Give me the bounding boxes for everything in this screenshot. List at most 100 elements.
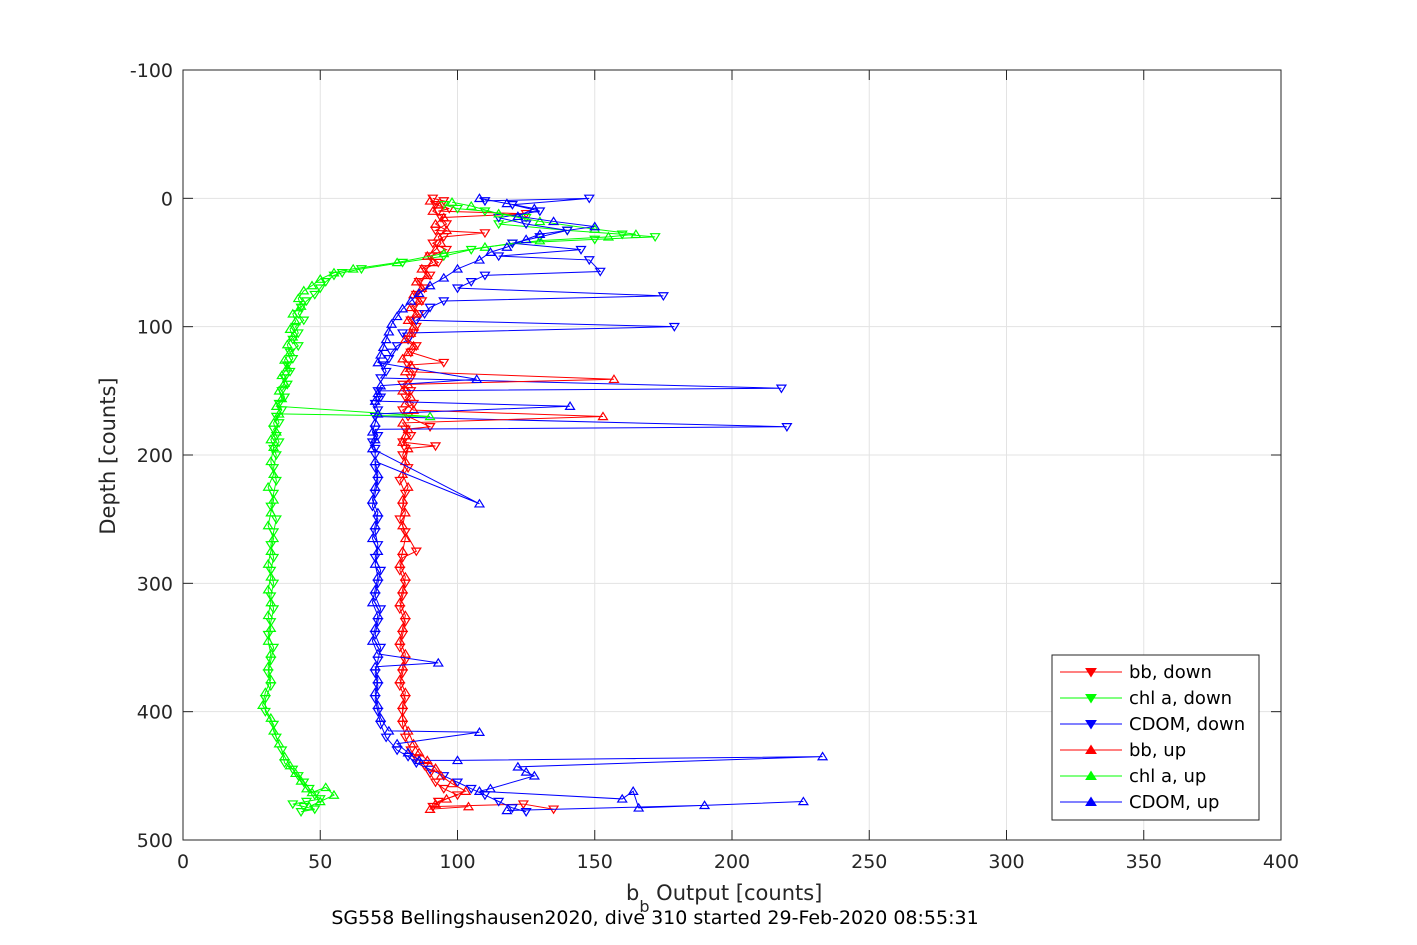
data-point: [589, 235, 601, 245]
data-point: [528, 770, 540, 780]
series-line: [371, 197, 787, 813]
data-point: [479, 271, 491, 281]
legend-box: [1051, 654, 1260, 821]
data-point: [416, 297, 428, 307]
data-point: [438, 297, 450, 307]
data-point: [281, 339, 293, 349]
data-point: [413, 310, 425, 320]
data-point: [328, 789, 340, 799]
data-point: [399, 648, 411, 658]
data-point: [397, 417, 409, 427]
data-point: [268, 417, 280, 427]
data-point: [268, 533, 280, 543]
data-point: [298, 316, 310, 326]
data-point: [397, 494, 409, 504]
data-point: [397, 712, 409, 722]
data-point: [418, 310, 431, 320]
data-point: [375, 380, 387, 390]
data-point: [424, 303, 436, 313]
data-point: [289, 316, 302, 326]
data-point: [287, 331, 299, 341]
data-point: [460, 786, 472, 795]
data-point: [429, 762, 442, 772]
data-point: [528, 203, 540, 213]
data-point: [369, 456, 381, 466]
data-point: [397, 661, 409, 671]
data-point: [493, 797, 505, 807]
data-point: [273, 385, 285, 395]
data-point: [397, 623, 409, 633]
data-point: [257, 700, 269, 710]
data-point: [410, 342, 422, 352]
data-point: [534, 216, 546, 226]
data-point: [435, 238, 447, 247]
data-point: [597, 411, 609, 421]
data-point: [465, 200, 477, 210]
data-point: [394, 515, 406, 525]
data-point: [268, 469, 280, 478]
data-point: [375, 643, 387, 653]
data-point: [268, 725, 280, 735]
data-point: [273, 408, 285, 418]
data-point: [424, 423, 436, 432]
data-point: [383, 725, 395, 735]
x-axis-label: bb Output [counts]: [626, 881, 822, 916]
data-point: [369, 623, 381, 633]
data-point: [314, 274, 326, 283]
data-point: [397, 451, 409, 461]
data-point: [402, 481, 414, 491]
x-tick-label: 150: [577, 851, 613, 873]
data-point: [424, 769, 436, 779]
data-point: [451, 204, 464, 214]
data-point: [366, 443, 378, 453]
data-point: [698, 800, 711, 810]
data-point: [372, 674, 384, 684]
data-point: [366, 494, 378, 504]
data-point: [391, 257, 403, 267]
data-point: [289, 768, 302, 778]
data-point: [262, 520, 274, 530]
data-point: [270, 451, 282, 461]
data-point: [375, 712, 387, 722]
x-tick-label: 400: [1263, 851, 1299, 873]
data-point: [416, 263, 428, 273]
data-point: [287, 800, 299, 810]
data-point: [413, 295, 425, 305]
data-point: [608, 374, 620, 384]
data-point: [265, 712, 277, 722]
data-point: [471, 374, 483, 384]
data-point: [372, 571, 384, 581]
y-tick-label: -100: [130, 60, 173, 82]
data-point: [265, 571, 277, 581]
data-point: [633, 802, 645, 812]
y-axis-label: Depth [counts]: [96, 377, 120, 534]
legend-marker: [1085, 668, 1097, 678]
legend-marker: [1085, 744, 1097, 754]
data-point: [281, 380, 293, 390]
data-point: [424, 280, 436, 290]
data-point: [473, 193, 486, 203]
legend-label: bb, down: [1129, 662, 1212, 683]
data-point: [289, 322, 302, 332]
data-point: [375, 374, 387, 384]
data-point: [429, 798, 442, 808]
data-point: [402, 725, 414, 735]
data-point: [284, 760, 296, 770]
data-point: [451, 755, 464, 765]
data-point: [369, 481, 381, 491]
data-point: [589, 221, 601, 231]
data-point: [583, 256, 595, 266]
data-point: [520, 220, 532, 230]
data-point: [262, 661, 274, 671]
series-3: [394, 195, 620, 813]
data-point: [421, 270, 433, 280]
data-point: [424, 271, 436, 281]
data-point: [268, 444, 280, 454]
series-5: [366, 193, 829, 815]
data-point: [262, 610, 274, 620]
data-point: [402, 315, 414, 324]
data-point: [397, 385, 409, 395]
data-point: [397, 353, 409, 363]
data-point: [446, 197, 458, 206]
data-point: [347, 263, 359, 273]
